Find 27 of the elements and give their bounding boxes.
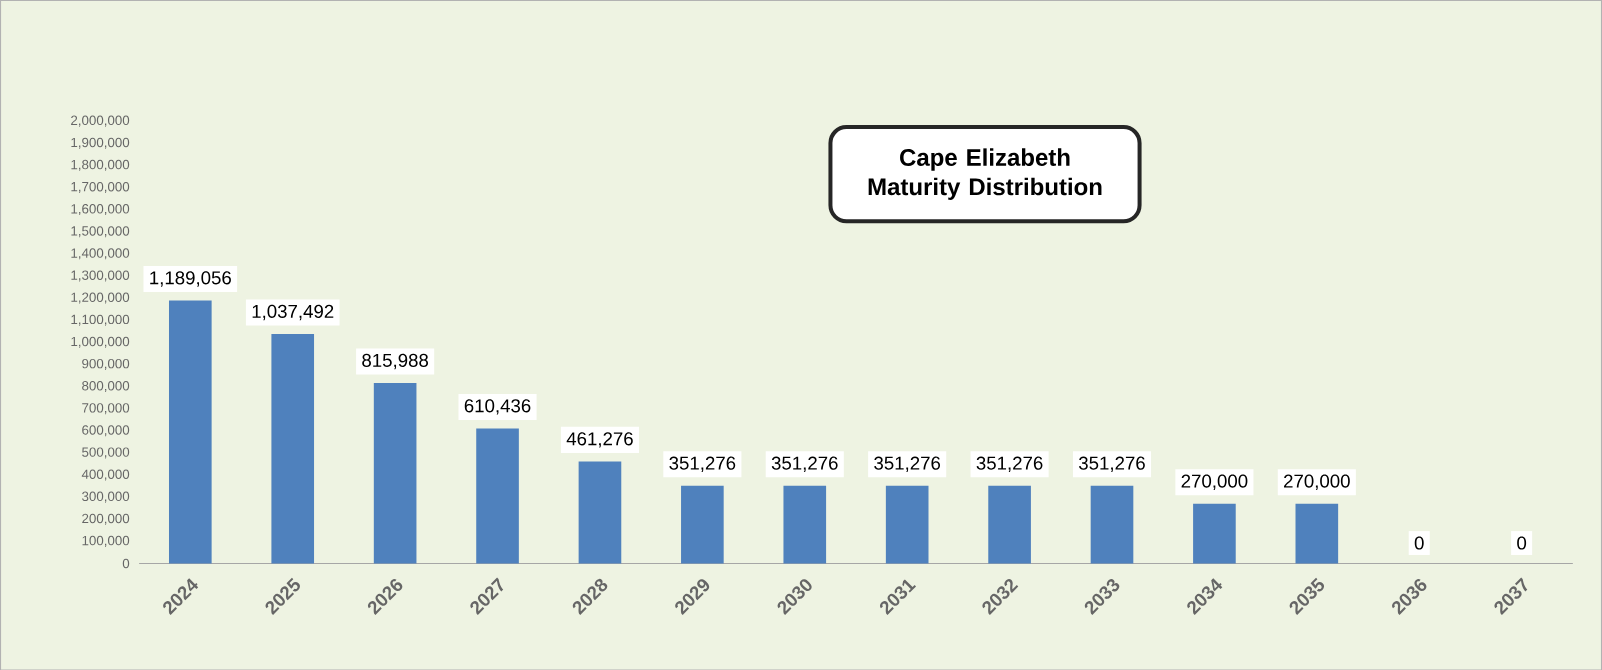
bar — [1295, 503, 1339, 564]
data-label: 1,037,492 — [252, 304, 334, 320]
bar — [1193, 503, 1236, 564]
data-label: 351,276 — [669, 456, 736, 472]
data-label: 351,276 — [1079, 456, 1145, 472]
bar — [783, 485, 827, 564]
data-label: 270,000 — [1181, 474, 1248, 490]
data-label: 610,436 — [464, 398, 531, 415]
data-label: 0 — [1517, 536, 1527, 550]
bar — [476, 428, 519, 564]
bar — [373, 382, 417, 564]
data-label: 0 — [1414, 536, 1424, 550]
data-label: 351,276 — [771, 456, 838, 472]
data-label: 270,000 — [1284, 474, 1350, 490]
data-label: 815,988 — [362, 353, 429, 369]
bar — [681, 485, 724, 564]
data-label: 351,276 — [976, 456, 1043, 472]
bar — [578, 461, 622, 564]
data-label: 351,276 — [874, 456, 941, 472]
bar — [885, 485, 929, 564]
bar — [168, 300, 212, 564]
data-label: 1,189,056 — [150, 270, 231, 287]
bar — [1090, 485, 1134, 564]
data-label: 461,276 — [566, 431, 633, 448]
bar — [271, 333, 315, 564]
text: Cape Elizabeth Maturity Distribution — [868, 148, 1102, 200]
bar — [988, 485, 1031, 564]
